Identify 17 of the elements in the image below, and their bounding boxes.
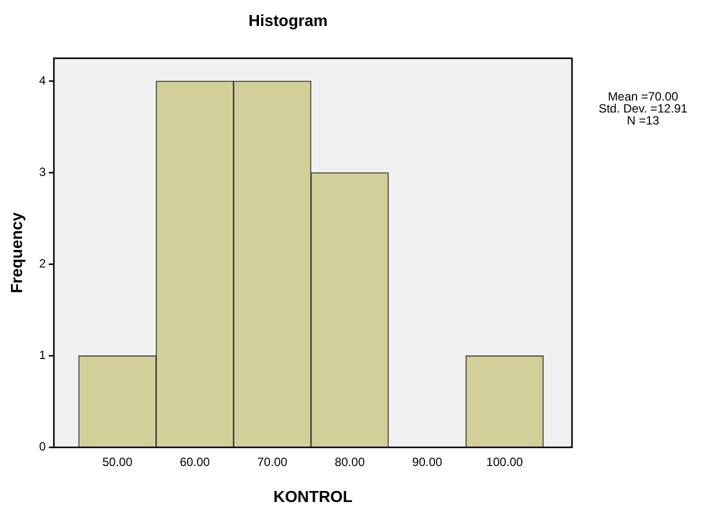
y-tick-label: 1: [39, 348, 46, 362]
text: Std. Dev. =12.91: [598, 101, 688, 116]
x-tick-label: 90.00: [412, 454, 443, 469]
x-axis-title: KONTROL: [273, 488, 353, 506]
chart-title: Histogram: [248, 13, 328, 30]
y-tick-label: 0: [39, 440, 46, 454]
text: N =13: [626, 113, 660, 128]
y-tick-label: 3: [39, 164, 46, 179]
y-tick-label: 2: [39, 256, 46, 271]
text: Mean =70.00: [608, 89, 679, 104]
x-tick-label: 70.00: [257, 454, 288, 469]
x-tick-label: 50.00: [102, 454, 133, 469]
y-tick-label: 4: [39, 73, 46, 88]
x-tick-label: 80.00: [334, 454, 366, 469]
x-tick-label: 100.00: [486, 454, 524, 469]
x-tick-label: 60.00: [180, 454, 210, 469]
y-axis-title: Frequency: [9, 212, 26, 294]
